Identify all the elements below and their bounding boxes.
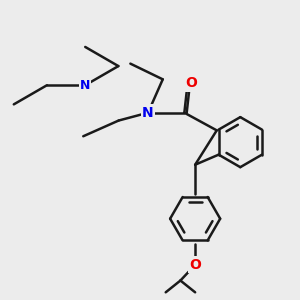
- Text: N: N: [142, 106, 154, 120]
- Text: O: O: [189, 258, 201, 272]
- Text: O: O: [185, 76, 197, 90]
- Text: N: N: [80, 79, 90, 92]
